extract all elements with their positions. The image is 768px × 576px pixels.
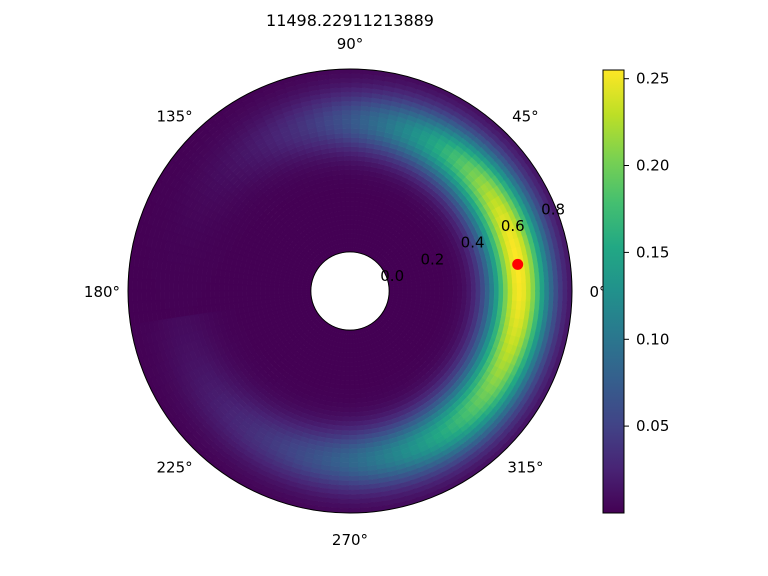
heatmap-cell	[452, 290, 458, 298]
heatmap-cell	[439, 290, 445, 297]
heatmap-cell	[429, 290, 436, 297]
heatmap-cell	[402, 290, 408, 295]
heatmap-cell	[471, 290, 477, 299]
heatmap-cell	[516, 289, 522, 302]
theta-tick-label: 45°	[512, 108, 539, 126]
theta-tick-label: 135°	[157, 108, 193, 126]
heatmap-cell	[521, 289, 527, 302]
colorbar-tick-label: 0.20	[636, 157, 669, 175]
heatmap-cell	[562, 289, 568, 304]
colorbar-tick-label: 0.10	[636, 330, 669, 348]
inner-circle	[310, 251, 390, 331]
heatmap-cell	[393, 290, 399, 294]
theta-tick-label: 225°	[157, 458, 193, 476]
heatmap-cell	[398, 290, 404, 295]
heatmap-cell	[502, 289, 509, 301]
theta-tick-label: 315°	[507, 458, 543, 476]
heatmap-cell	[411, 290, 417, 296]
heatmap-cell	[461, 290, 468, 298]
heatmap-cell	[553, 289, 559, 304]
r-tick-label: 0.2	[420, 250, 444, 268]
theta-tick-label: 90°	[337, 35, 364, 53]
r-tick-label: 0.0	[380, 267, 404, 285]
heatmap-cell	[475, 290, 481, 299]
heatmap-cell	[443, 290, 449, 297]
heatmap-field	[127, 68, 573, 514]
heatmap-cell	[425, 290, 431, 296]
heatmap-cell	[407, 290, 413, 295]
heatmap-cell	[416, 290, 422, 296]
theta-tick-label: 270°	[332, 531, 368, 549]
colorbar-tick-label: 0.05	[636, 417, 669, 435]
heatmap-cell	[548, 289, 554, 303]
r-tick-label: 0.6	[501, 217, 525, 235]
heatmap-cell	[489, 290, 495, 300]
heatmap-cell	[466, 290, 472, 299]
r-tick-label: 0.8	[541, 200, 565, 218]
colorbar-tick-label: 0.25	[636, 70, 669, 88]
heatmap-cell	[388, 290, 394, 294]
heatmap-cell	[557, 289, 564, 304]
chart-title: 11498.22911213889	[266, 11, 434, 30]
colorbar-ticks: 0.05 0.10 0.15 0.20 0.25	[624, 70, 669, 435]
heatmap-cell	[512, 289, 518, 301]
heatmap-cell	[507, 289, 513, 301]
colorbar-gradient	[602, 69, 625, 514]
inner-hole	[310, 251, 390, 331]
theta-tick-label: 180°	[84, 283, 120, 301]
heatmap-cell	[484, 290, 490, 300]
heatmap-cell	[448, 290, 454, 298]
heatmap-cell	[434, 290, 440, 297]
heatmap-cell	[498, 289, 504, 301]
heatmap-cell	[525, 289, 532, 302]
highlight-marker	[512, 258, 524, 270]
heatmap-cell	[420, 290, 426, 296]
colorbar: 0.05 0.10 0.15 0.20 0.25	[602, 69, 669, 514]
heatmap-cell	[493, 290, 500, 300]
heatmap-cell	[544, 289, 550, 303]
heatmap-cell	[539, 289, 545, 303]
colorbar-tick-label: 0.15	[636, 243, 669, 261]
heatmap-cell	[480, 290, 486, 299]
r-tick-label: 0.4	[461, 234, 485, 252]
marker-layer	[512, 258, 524, 270]
heatmap-cell	[530, 289, 536, 302]
heatmap-cell	[534, 289, 541, 303]
heatmap-cell	[457, 290, 463, 298]
